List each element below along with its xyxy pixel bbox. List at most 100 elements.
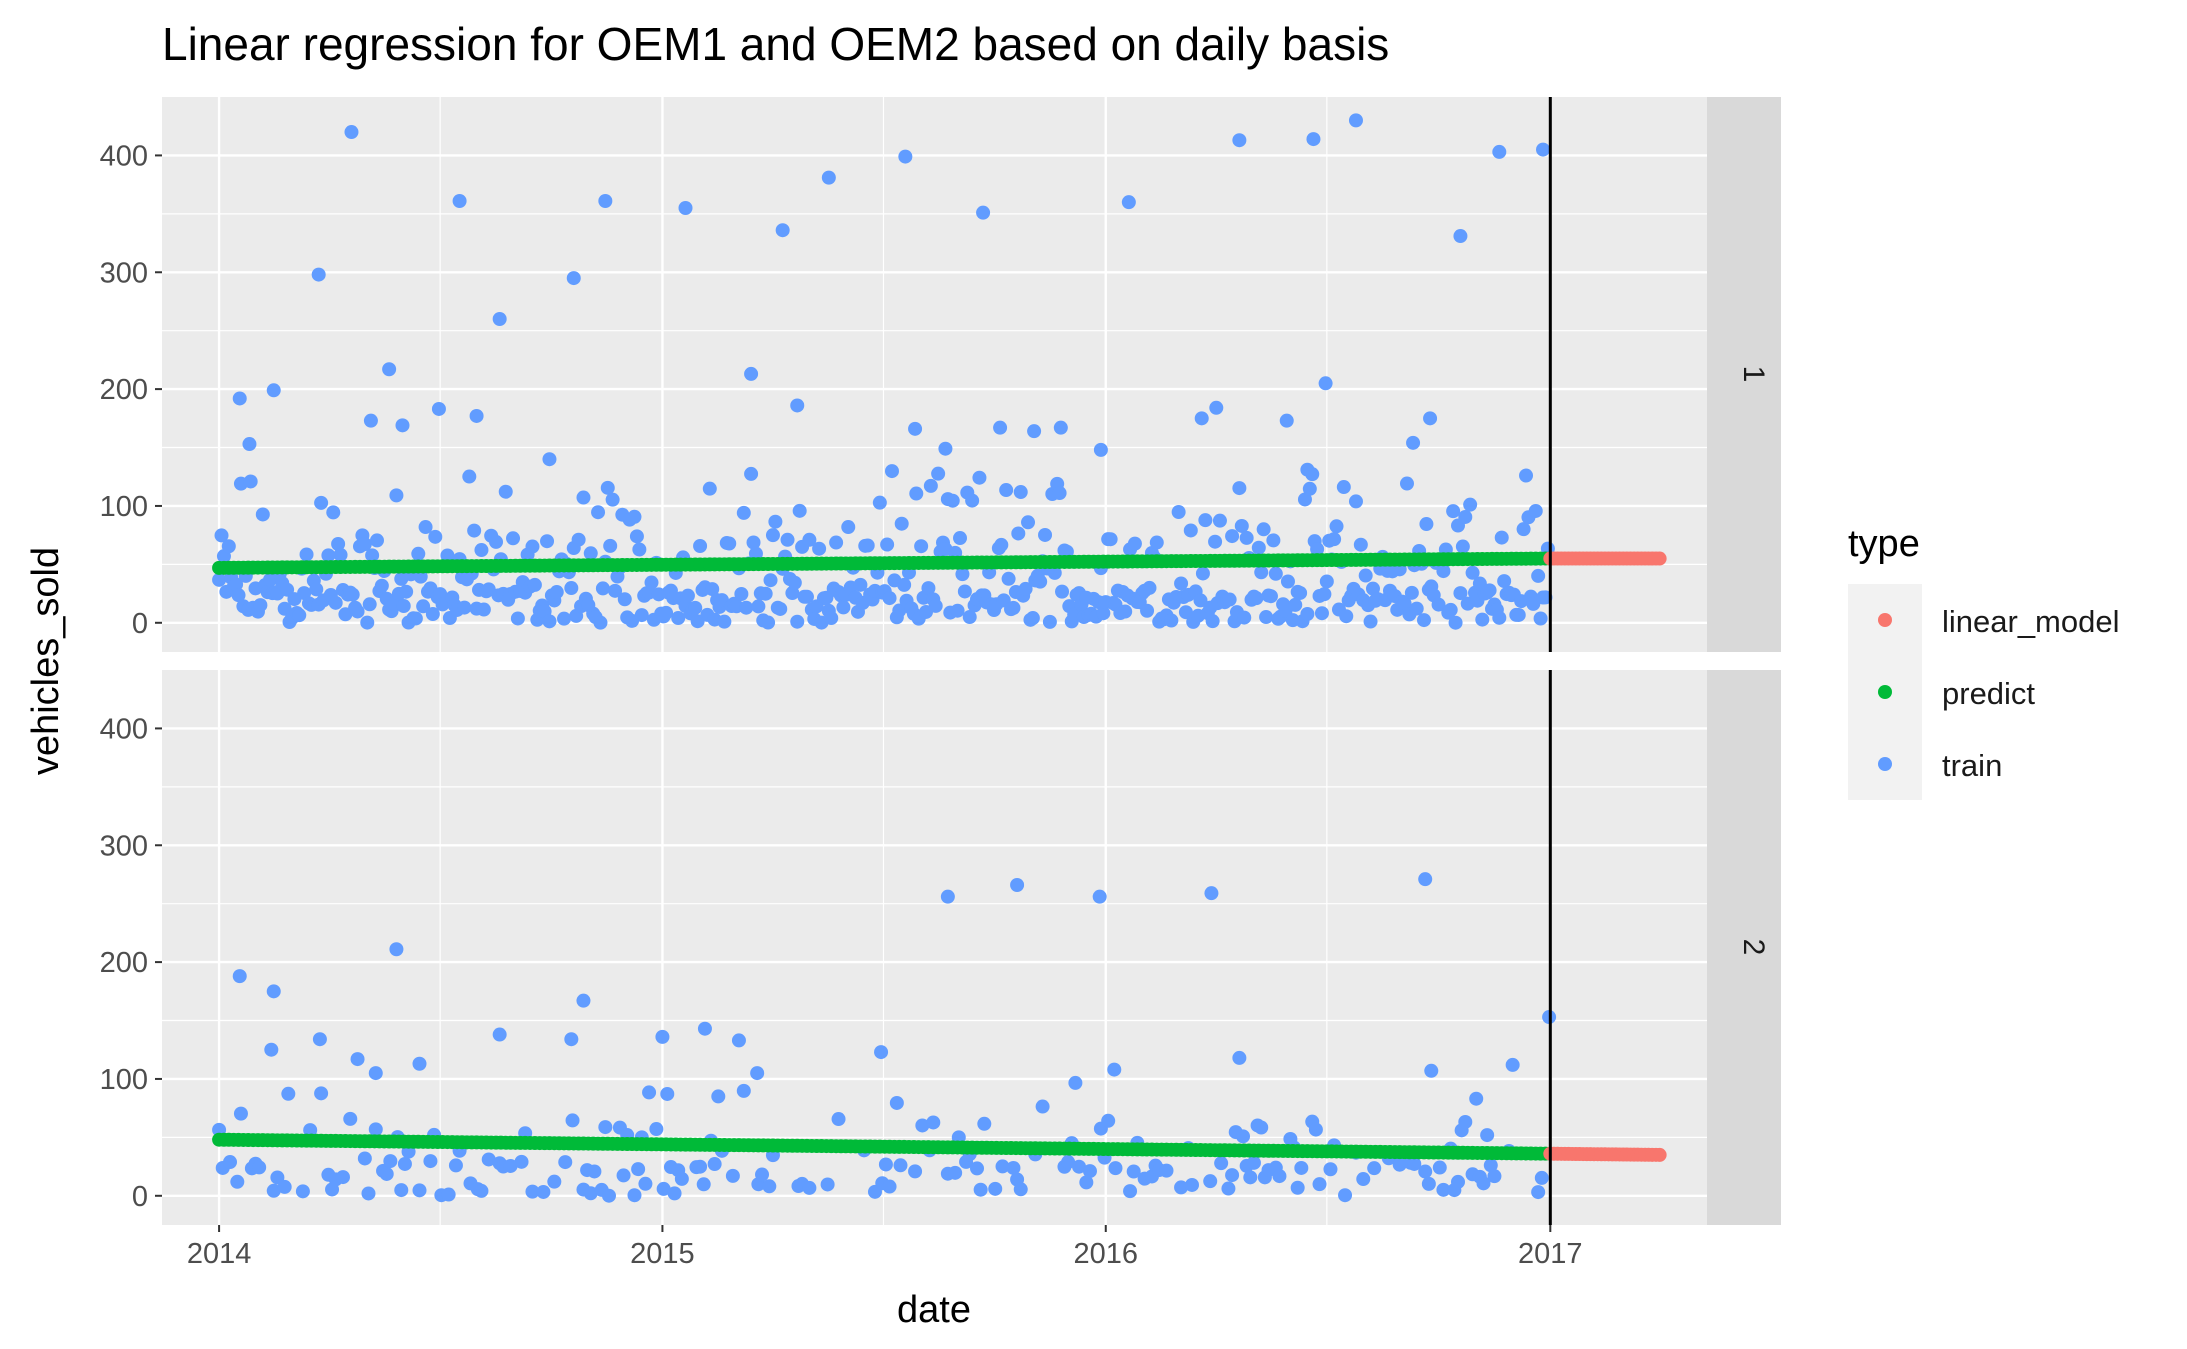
train-point bbox=[1183, 523, 1198, 538]
train-point bbox=[1203, 1174, 1218, 1189]
train-point bbox=[1290, 1180, 1305, 1195]
train-point bbox=[1338, 1188, 1353, 1203]
train-point bbox=[659, 605, 674, 620]
train-point bbox=[829, 535, 844, 550]
train-point bbox=[492, 1027, 507, 1042]
train-point bbox=[750, 1066, 765, 1081]
train-point bbox=[1463, 497, 1478, 512]
train-point bbox=[321, 548, 336, 563]
train-point bbox=[1528, 503, 1543, 518]
train-point bbox=[1476, 1176, 1491, 1191]
train-point bbox=[1308, 1122, 1323, 1137]
train-point bbox=[1516, 522, 1531, 537]
train-point bbox=[1061, 1155, 1076, 1170]
train-point bbox=[702, 481, 717, 496]
train-point bbox=[1436, 1182, 1451, 1197]
train-point bbox=[1052, 486, 1067, 501]
train-point bbox=[440, 548, 455, 563]
train-point bbox=[389, 942, 404, 957]
train-point bbox=[616, 1168, 631, 1183]
train-point bbox=[667, 1186, 682, 1201]
train-point bbox=[369, 533, 384, 548]
train-point bbox=[214, 528, 229, 543]
train-point bbox=[824, 611, 839, 626]
train-point bbox=[232, 391, 247, 406]
train-point bbox=[314, 495, 329, 510]
train-point bbox=[428, 529, 443, 544]
train-point bbox=[1118, 604, 1133, 619]
train-point bbox=[950, 603, 965, 618]
train-point bbox=[722, 536, 737, 551]
train-point bbox=[1358, 568, 1373, 583]
train-point bbox=[882, 1179, 897, 1194]
train-point bbox=[792, 503, 807, 518]
y-axis-label: vehicles_sold bbox=[25, 547, 67, 775]
panel-2: 2 0 100 200 300 400 bbox=[100, 670, 1781, 1225]
train-point bbox=[799, 589, 814, 604]
train-point bbox=[1453, 229, 1468, 244]
train-point bbox=[1318, 376, 1333, 391]
train-point bbox=[736, 505, 751, 520]
y-tick-label: 200 bbox=[100, 947, 148, 979]
train-point bbox=[1072, 1159, 1087, 1174]
train-point bbox=[598, 193, 613, 208]
train-point bbox=[1536, 142, 1551, 157]
train-point bbox=[605, 492, 620, 507]
train-point bbox=[945, 493, 960, 508]
train-point bbox=[1363, 614, 1378, 629]
train-point bbox=[299, 547, 314, 562]
train-point bbox=[1348, 494, 1363, 509]
train-point bbox=[469, 408, 484, 423]
train-point bbox=[229, 577, 244, 592]
train-point bbox=[476, 602, 491, 617]
train-point bbox=[536, 1184, 551, 1199]
legend: type linear_model predict train bbox=[1848, 523, 2120, 800]
train-point bbox=[1418, 872, 1433, 887]
train-point bbox=[357, 1151, 372, 1166]
train-point bbox=[1127, 536, 1142, 551]
train-point bbox=[303, 1123, 318, 1138]
train-point bbox=[564, 1032, 579, 1047]
train-point bbox=[1033, 574, 1048, 589]
train-point bbox=[1263, 589, 1278, 604]
train-point bbox=[418, 520, 433, 535]
train-point bbox=[1193, 593, 1208, 608]
train-point bbox=[593, 615, 608, 630]
train-point bbox=[1256, 522, 1271, 537]
train-point bbox=[627, 509, 642, 524]
x-tick-label: 2017 bbox=[1518, 1238, 1583, 1270]
train-point bbox=[914, 539, 929, 554]
train-point bbox=[1212, 513, 1227, 528]
legend-label-linear-model: linear_model bbox=[1942, 604, 2120, 639]
train-point bbox=[1047, 565, 1062, 580]
train-point bbox=[252, 1160, 267, 1175]
train-point bbox=[1079, 1175, 1094, 1190]
train-point bbox=[1431, 597, 1446, 612]
train-point bbox=[711, 1089, 726, 1104]
train-point bbox=[1505, 1057, 1520, 1072]
train-point bbox=[970, 1161, 985, 1176]
train-point bbox=[1082, 1164, 1097, 1179]
train-point bbox=[994, 537, 1009, 552]
train-point bbox=[642, 1085, 657, 1100]
train-point bbox=[361, 1186, 376, 1201]
train-point bbox=[1174, 1180, 1189, 1195]
train-point bbox=[1483, 1158, 1498, 1173]
train-point bbox=[755, 1167, 770, 1182]
panel-2-linear-model-points bbox=[1543, 1146, 1667, 1162]
train-point bbox=[717, 614, 732, 629]
train-point bbox=[587, 1164, 602, 1179]
y-tick-label: 400 bbox=[100, 140, 148, 172]
linear-model-point bbox=[1652, 551, 1667, 566]
train-point bbox=[457, 600, 472, 615]
train-point bbox=[368, 1122, 383, 1137]
train-point bbox=[1302, 481, 1317, 496]
y-tick-label: 400 bbox=[100, 713, 148, 745]
train-point bbox=[1348, 113, 1363, 128]
train-point bbox=[976, 205, 991, 220]
train-point bbox=[295, 1184, 310, 1199]
train-point bbox=[1001, 571, 1016, 586]
train-point bbox=[525, 539, 540, 554]
train-point bbox=[1312, 1177, 1327, 1192]
train-point bbox=[467, 523, 482, 538]
